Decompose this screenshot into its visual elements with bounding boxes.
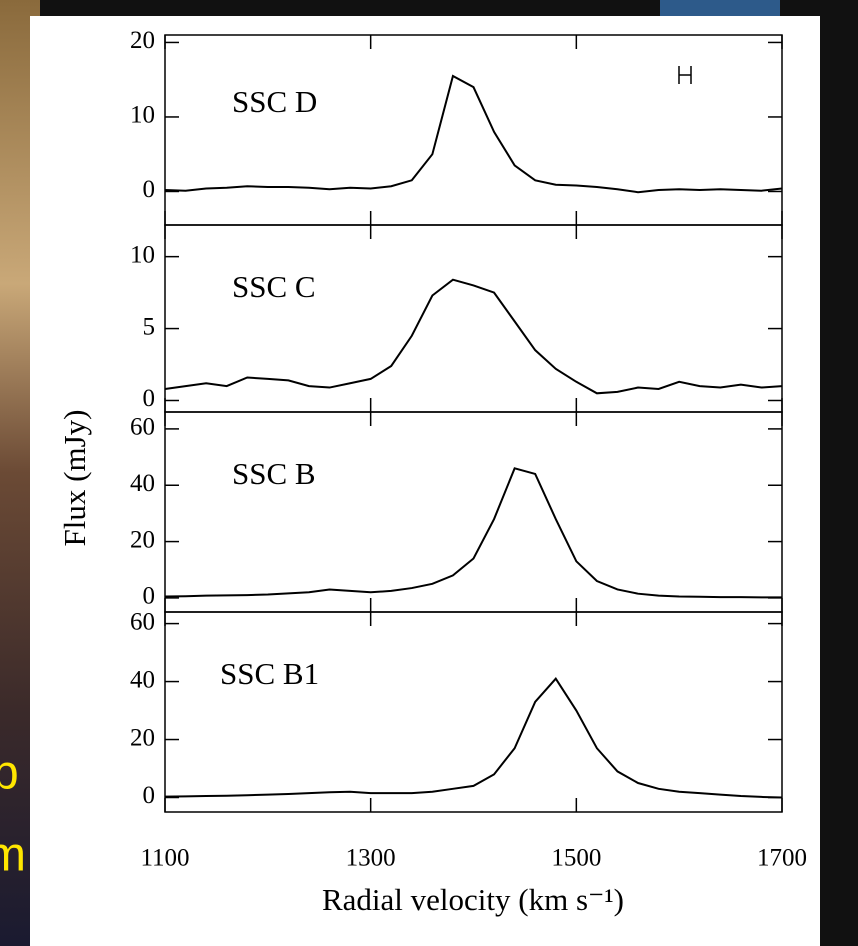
x-tick-label: 1300 <box>346 845 396 872</box>
panel-label: SSC B1 <box>220 656 319 691</box>
y-tick-label: 5 <box>143 313 156 340</box>
panel-frame <box>164 611 783 813</box>
y-tick-label: 60 <box>130 608 155 635</box>
spectrum-line <box>164 467 782 599</box>
background-text: m <box>0 829 26 882</box>
y-tick-label: 0 <box>143 583 156 610</box>
spectrum-line <box>164 677 783 799</box>
y-tick-label: 10 <box>130 241 155 268</box>
background-text: b <box>0 747 19 800</box>
y-tick-label: 0 <box>143 782 156 809</box>
background-strip <box>660 0 780 16</box>
y-tick-label: 20 <box>130 526 155 553</box>
y-tick-label: 40 <box>130 666 155 693</box>
y-tick-label: 20 <box>130 27 155 54</box>
y-tick-label: 20 <box>130 724 155 751</box>
spectrum-line <box>164 74 783 194</box>
y-tick-label: 10 <box>130 102 155 129</box>
panel-label: SSC D <box>232 84 317 119</box>
y-tick-label: 0 <box>143 385 156 412</box>
x-tick-label: 1500 <box>551 845 601 872</box>
x-tick-label: 1700 <box>757 845 807 872</box>
error-bar-marker <box>678 66 692 84</box>
plots: 0 10 20 SSC D 0 5 10 SSC C 0 20 40 60 SSC B 0 20 40 60 11… <box>130 27 807 872</box>
y-tick-label: 60 <box>130 414 155 441</box>
x-axis-label: Radial velocity (km s⁻¹) <box>322 882 624 917</box>
panel-label: SSC B <box>232 456 316 491</box>
plot-background <box>30 16 820 946</box>
panel-label: SSC C <box>232 269 316 304</box>
y-tick-label: 0 <box>143 176 156 203</box>
y-axis-label: Flux (mJy) <box>57 410 92 547</box>
spectrum-line <box>164 278 783 395</box>
x-tick-label: 1100 <box>140 845 189 872</box>
y-tick-label: 40 <box>130 470 155 497</box>
